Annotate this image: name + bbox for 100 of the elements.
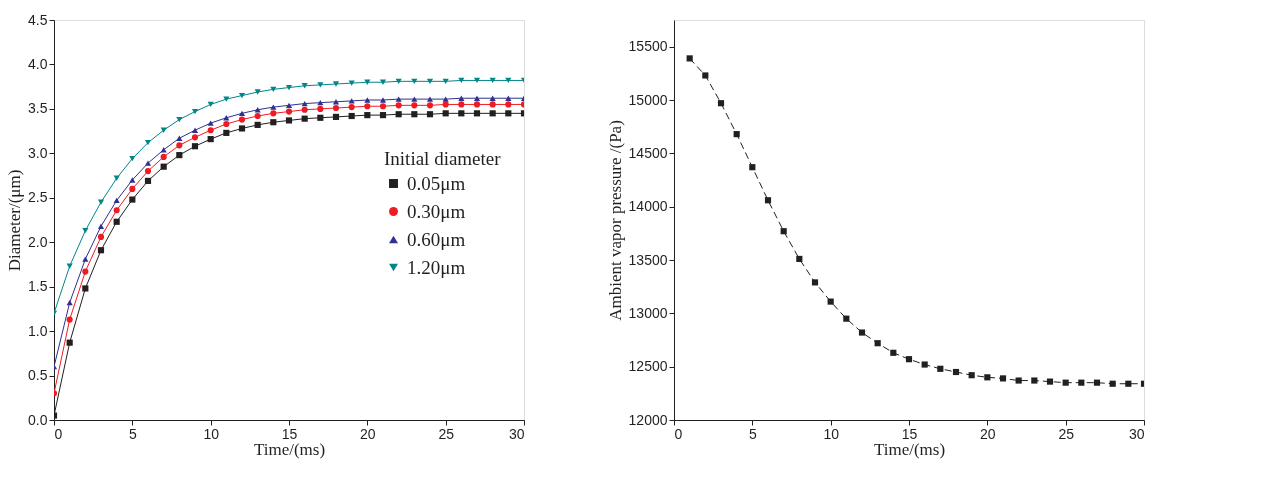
point xyxy=(191,143,199,150)
point xyxy=(702,72,709,79)
y-tick-label: 15000 xyxy=(628,91,668,108)
point xyxy=(348,80,355,86)
point xyxy=(82,228,89,234)
y-axis-title: Diameter/(μm) xyxy=(5,169,25,272)
point xyxy=(442,96,449,102)
point xyxy=(395,96,402,102)
point xyxy=(348,112,355,120)
x-tick-label: 20 xyxy=(360,425,376,442)
point xyxy=(905,356,913,363)
point xyxy=(285,102,293,108)
point xyxy=(442,101,449,108)
point xyxy=(348,104,355,111)
point xyxy=(473,110,481,117)
x-tick-label: 10 xyxy=(823,425,840,442)
point xyxy=(191,108,199,115)
point xyxy=(270,104,277,110)
point xyxy=(458,77,465,84)
point xyxy=(144,140,152,146)
point xyxy=(317,82,324,88)
point xyxy=(66,316,73,323)
x-tick-label: 5 xyxy=(748,425,757,442)
point xyxy=(317,100,324,106)
y-tick-label: 3.0 xyxy=(28,144,48,161)
point xyxy=(764,197,772,204)
point xyxy=(301,83,308,89)
point xyxy=(921,361,928,368)
point xyxy=(411,111,418,118)
x-tick-label: 5 xyxy=(128,425,137,442)
point xyxy=(176,142,183,149)
point xyxy=(843,315,850,322)
point xyxy=(411,78,418,84)
point xyxy=(937,365,944,372)
y-tick-label: 12000 xyxy=(628,411,668,428)
y-tick-label: 12500 xyxy=(628,358,668,375)
legend-label: 0.30μm xyxy=(407,200,466,222)
point xyxy=(458,110,465,117)
point xyxy=(890,349,897,356)
y-tick-label: 3.5 xyxy=(28,100,48,117)
y-tick-label: 4.5 xyxy=(28,11,48,28)
point xyxy=(426,102,434,109)
point xyxy=(458,101,465,108)
point xyxy=(285,117,293,124)
point xyxy=(301,100,308,107)
y-tick-label: 2.5 xyxy=(28,189,48,206)
point xyxy=(426,111,434,118)
point xyxy=(301,106,308,113)
point xyxy=(379,103,387,110)
point xyxy=(796,255,803,263)
point xyxy=(97,233,105,240)
point xyxy=(82,285,89,292)
x-tick-label: 0 xyxy=(674,425,683,442)
y-tick-label: 4.0 xyxy=(28,55,48,72)
point xyxy=(999,375,1007,382)
point xyxy=(395,102,402,109)
point xyxy=(223,129,230,136)
point xyxy=(1062,379,1069,386)
y-axis-title: Ambient vapor pressure /(Pa) xyxy=(605,120,625,321)
point xyxy=(82,256,89,262)
point xyxy=(1031,377,1038,384)
point xyxy=(191,127,199,133)
point xyxy=(348,98,355,104)
point xyxy=(811,279,819,286)
y-tick-label: 0.5 xyxy=(28,367,48,384)
point xyxy=(473,77,481,84)
point xyxy=(505,110,512,117)
point xyxy=(984,374,991,381)
point xyxy=(66,300,73,306)
point xyxy=(191,134,199,141)
point xyxy=(238,116,246,123)
point xyxy=(129,185,136,192)
point xyxy=(827,298,834,305)
y-tick-label: 14500 xyxy=(628,144,668,161)
point xyxy=(238,110,246,116)
point xyxy=(1109,380,1116,387)
y-tick-label: 1.5 xyxy=(28,278,48,295)
point xyxy=(223,120,230,128)
point xyxy=(66,339,73,346)
legend-label: 0.60μm xyxy=(407,228,466,250)
point xyxy=(97,223,105,229)
point xyxy=(473,101,481,108)
x-tick-label: 10 xyxy=(203,425,220,442)
x-tick-label: 20 xyxy=(980,425,996,442)
point xyxy=(97,247,105,254)
point xyxy=(129,177,136,183)
point xyxy=(317,114,324,121)
point xyxy=(207,127,214,134)
point xyxy=(733,131,740,138)
point xyxy=(395,78,402,84)
point xyxy=(749,164,756,171)
point xyxy=(82,268,89,275)
point xyxy=(489,77,496,84)
point xyxy=(113,218,120,225)
point xyxy=(238,92,246,99)
point xyxy=(489,95,496,101)
point xyxy=(254,121,261,128)
point xyxy=(144,168,152,175)
point xyxy=(395,111,402,118)
point xyxy=(176,116,183,123)
